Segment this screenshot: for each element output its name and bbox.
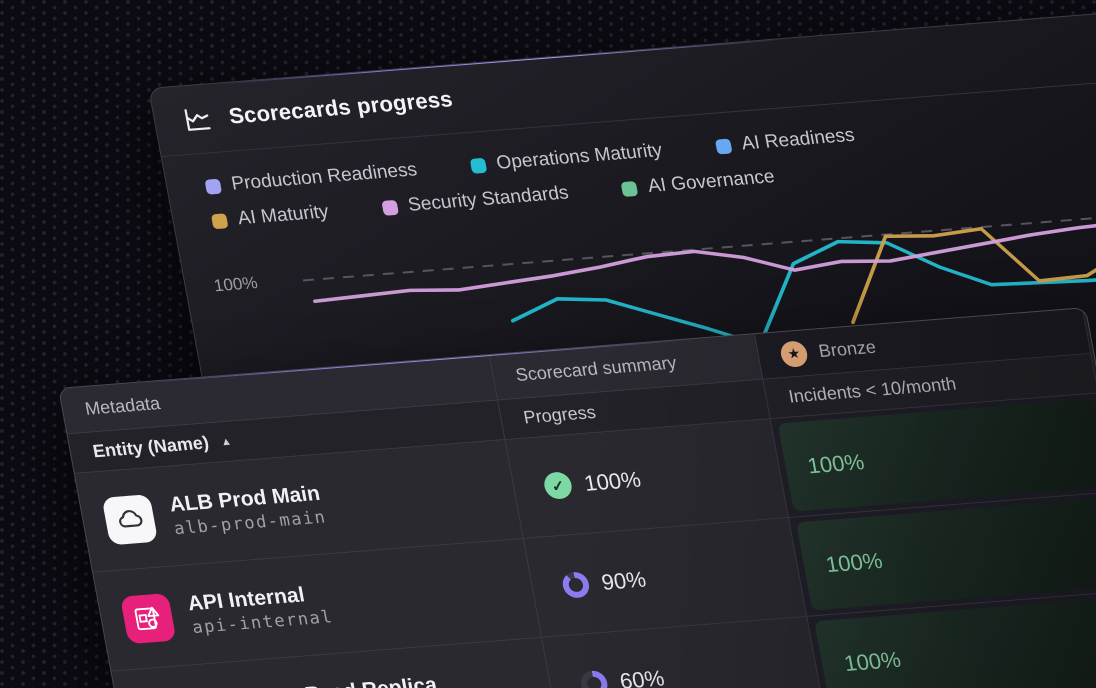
column-header-label: Progress (521, 402, 598, 428)
legend-swatch (210, 212, 229, 229)
entity-avatar (101, 493, 159, 545)
entity-cell[interactable]: ALB Prod Main alb-prod-main (74, 440, 524, 573)
shapes-icon (134, 606, 160, 630)
legend-item-ai-readiness[interactable]: AI Readiness (714, 125, 857, 158)
legend-label: Production Readiness (229, 159, 419, 195)
sort-ascending-icon[interactable]: ▲ (219, 435, 233, 448)
legend-label: AI Maturity (236, 201, 331, 230)
cloud-icon (119, 509, 143, 527)
check-circle-icon: ✓ (542, 471, 574, 500)
legend-item-production-readiness[interactable]: Production Readiness (204, 159, 419, 197)
column-group-label: Bronze (816, 336, 878, 362)
entity-name: Analytics Read Replica (204, 671, 466, 688)
legend-swatch (204, 178, 223, 195)
line-chart-icon (184, 109, 211, 131)
legend-swatch (714, 138, 733, 155)
progress-value: 90% (599, 566, 648, 595)
legend-label: Security Standards (406, 182, 571, 216)
legend-item-ai-governance[interactable]: AI Governance (620, 166, 776, 200)
bronze-medal-icon: ★ (778, 339, 810, 368)
progress-value: 100% (582, 466, 643, 496)
legend-item-ai-maturity[interactable]: AI Maturity (210, 201, 330, 232)
legend-label: AI Governance (646, 166, 777, 197)
entity-avatar (119, 592, 177, 644)
y-axis-tick-100: 100% (212, 273, 260, 296)
legend-label: AI Readiness (739, 124, 857, 155)
gridline-100-percent (302, 201, 1096, 282)
column-header-label: Incidents < 10/month (786, 373, 958, 407)
chart-header: Scorecards progress (149, 0, 1096, 158)
series-line-security-standards (313, 209, 1096, 304)
column-group-label: Metadata (83, 393, 162, 419)
incidents-pass-chip: 100% (795, 497, 1096, 611)
column-header-label: Entity (Name) (91, 432, 211, 462)
donut-progress-icon (578, 669, 610, 688)
legend-item-operations-maturity[interactable]: Operations Maturity (469, 140, 664, 177)
legend-item-security-standards[interactable]: Security Standards (380, 182, 570, 218)
progress-value: 60% (617, 664, 667, 688)
chart-title: Scorecards progress (226, 86, 455, 129)
legend-swatch (469, 157, 488, 174)
donut-progress-icon (560, 570, 592, 599)
scorecard-table: Metadata Scorecard summary ★ Bronze Enti… (57, 307, 1096, 688)
column-group-label: Scorecard summary (513, 352, 679, 385)
series-line-ai-maturity (851, 226, 1096, 325)
entity-cell[interactable]: API Internal api-internal (93, 538, 543, 672)
incidents-pass-chip: 100% (777, 398, 1096, 512)
legend-swatch (620, 180, 639, 197)
legend-label: Operations Maturity (494, 139, 664, 174)
legend-swatch (381, 199, 399, 216)
